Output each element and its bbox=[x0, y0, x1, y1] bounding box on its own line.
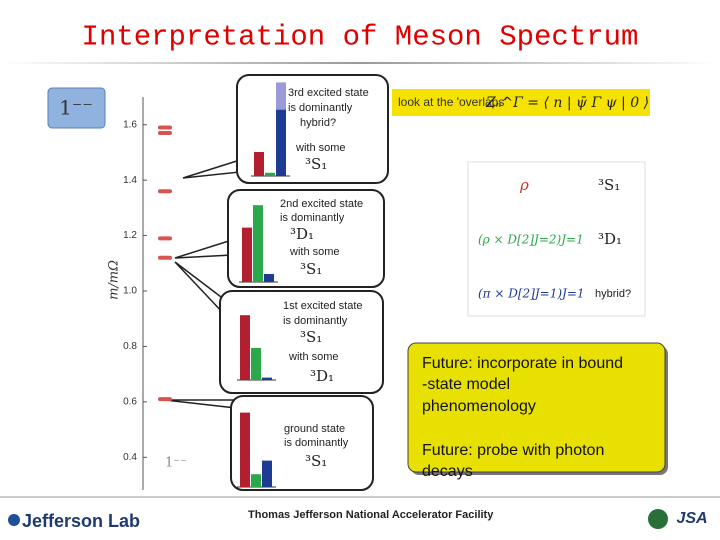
inset-text: ³S₁ bbox=[300, 328, 322, 346]
doe-logo bbox=[648, 509, 668, 529]
note-line: Future: incorporate in bound bbox=[422, 355, 623, 372]
insets: 3rd excited state is dominantly hybrid? wit… bbox=[219, 74, 389, 491]
operator: (π × D[2]J=1)J=1 bbox=[478, 287, 585, 301]
y-tick-label: 1.0 bbox=[123, 286, 137, 297]
inset-text: is dominantly bbox=[283, 315, 348, 327]
note-line: phenomenology bbox=[422, 398, 536, 415]
inset-text: ³D₁ bbox=[290, 225, 314, 243]
y-tick-label: 1.4 bbox=[123, 175, 137, 186]
note-line: -state model bbox=[422, 376, 510, 393]
inset-bar bbox=[253, 205, 263, 282]
level bbox=[158, 236, 172, 241]
inset-text: 2nd excited state bbox=[280, 198, 363, 210]
inset-text: ³S₁ bbox=[305, 155, 327, 173]
inset-text: ground state bbox=[284, 423, 345, 435]
operator-wave: ³D₁ bbox=[598, 230, 622, 248]
slide-title: Interpretation of Meson Spectrum bbox=[82, 21, 639, 54]
inset-bar bbox=[262, 377, 272, 380]
overlaps-label: look at the 'overlaps' bbox=[398, 95, 507, 109]
inset-bar bbox=[240, 412, 250, 487]
divider bbox=[0, 62, 720, 64]
y-axis-label: m/mΩ bbox=[107, 260, 122, 300]
lab-icon bbox=[8, 514, 20, 526]
callout-pointers bbox=[164, 158, 241, 409]
notes-box bbox=[407, 342, 666, 473]
level bbox=[158, 255, 172, 260]
inset-text: ³S₁ bbox=[305, 452, 327, 470]
level bbox=[158, 131, 172, 136]
inset-text: 1st excited state bbox=[283, 300, 363, 312]
inset-box bbox=[227, 189, 385, 288]
channel-label: 1⁻⁻ bbox=[165, 456, 187, 471]
inset-box bbox=[236, 74, 389, 184]
footer-lab: Jefferson Lab bbox=[22, 511, 140, 531]
y-tick-label: 0.8 bbox=[123, 341, 137, 352]
channel-box bbox=[47, 87, 106, 129]
operator-wave: ³S₁ bbox=[598, 176, 620, 194]
inset-bar bbox=[242, 227, 252, 282]
overlaps-formula: Zₙ^Γ = ⟨ n | ψ̄ Γ ψ | 0 ⟩ bbox=[485, 95, 649, 111]
inset-bar bbox=[276, 109, 286, 176]
inset-text: with some bbox=[295, 142, 346, 154]
inset-text: is dominantly bbox=[280, 212, 345, 224]
inset-bar bbox=[254, 152, 264, 176]
operator-box bbox=[467, 161, 646, 317]
inset-text: 3rd excited state bbox=[288, 87, 369, 99]
note-line: decays bbox=[422, 463, 473, 480]
footer-logo: JSA bbox=[676, 510, 707, 527]
y-tick-label: 0.6 bbox=[123, 396, 137, 407]
inset-bar bbox=[251, 474, 261, 487]
inset-bar bbox=[262, 460, 272, 487]
note-line: Future: probe with photon bbox=[422, 442, 604, 459]
level bbox=[158, 125, 172, 130]
inset-bar-hybrid bbox=[276, 82, 286, 110]
y-tick-label: 0.4 bbox=[123, 452, 137, 463]
footer-facility: Thomas Jefferson National Accelerator Fa… bbox=[248, 509, 494, 521]
inset-text: is dominantly bbox=[288, 102, 353, 114]
level bbox=[158, 189, 172, 194]
y-tick-label: 1.2 bbox=[123, 230, 137, 241]
inset-bar bbox=[240, 315, 250, 380]
operator: (ρ × D[2]J=2)J=1 bbox=[478, 233, 584, 247]
y-tick-label: 1.6 bbox=[123, 119, 137, 130]
inset-bar bbox=[251, 348, 261, 380]
inset-text: is dominantly bbox=[284, 437, 349, 449]
operator: ρ bbox=[519, 176, 529, 194]
operator-wave: hybrid? bbox=[595, 288, 631, 300]
inset-text: hybrid? bbox=[300, 117, 336, 129]
inset-bar bbox=[264, 274, 274, 282]
level bbox=[158, 397, 172, 402]
inset-text: with some bbox=[289, 246, 340, 258]
inset-text: with some bbox=[288, 351, 339, 363]
inset-text: ³D₁ bbox=[310, 367, 334, 385]
inset-text: ³S₁ bbox=[300, 260, 322, 278]
overlaps-box bbox=[392, 89, 650, 116]
inset-bar bbox=[265, 172, 275, 176]
channel-box-label: 1⁻⁻ bbox=[59, 96, 93, 120]
